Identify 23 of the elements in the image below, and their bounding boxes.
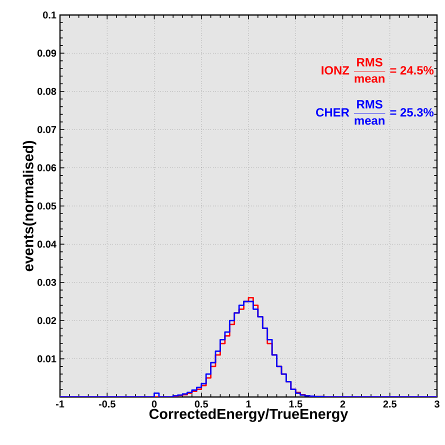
x-tick-label: 2.5 [383, 400, 397, 408]
y-tick-label: 0.05 [37, 202, 56, 210]
y-tick-label: 0.09 [37, 50, 56, 57]
y-tick-label: 0.07 [37, 126, 56, 134]
x-tick-label: 1.5 [289, 400, 302, 408]
x-tick-label: -1 [56, 400, 64, 408]
y-tick-label: 0.1 [43, 11, 56, 19]
y-tick-label: 0.04 [37, 240, 56, 248]
x-axis-title: CorrectedEnergy/TrueEnergy [149, 408, 348, 422]
y-tick-label: 0.08 [37, 88, 56, 95]
x-tick-label: 0 [152, 400, 157, 408]
annotation: $\textbf{CHER }\frac{\textbf{RMS}}{\textbf{mean}}\textbf{ = 25.3\%}$ [316, 100, 434, 125]
y-tick-label: 0.01 [37, 355, 56, 362]
x-tick-label: 3 [434, 400, 440, 408]
y-tick-label: 0.03 [37, 278, 56, 286]
y-axis-title: events(normalised) [22, 140, 36, 272]
x-tick-label: 2 [340, 400, 346, 408]
y-tick-label: 0.06 [37, 164, 56, 172]
x-tick-label: 0.5 [194, 400, 208, 408]
y-tick-label: 0.02 [37, 317, 56, 324]
x-tick-label: -0.5 [98, 400, 116, 408]
x-tick-label: 1 [246, 400, 251, 408]
annotation: $\textbf{IONZ }\frac{\textbf{RMS}}{\textbf{mean}}\textbf{ = 24.5\%}$ [322, 58, 434, 83]
